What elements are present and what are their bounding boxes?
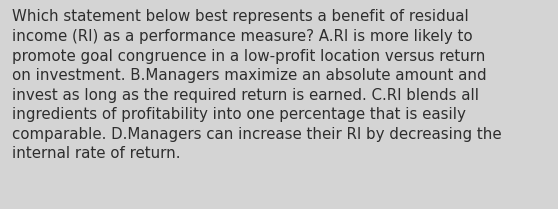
Text: Which statement below best represents a benefit of residual
income (RI) as a per: Which statement below best represents a … (12, 9, 502, 161)
